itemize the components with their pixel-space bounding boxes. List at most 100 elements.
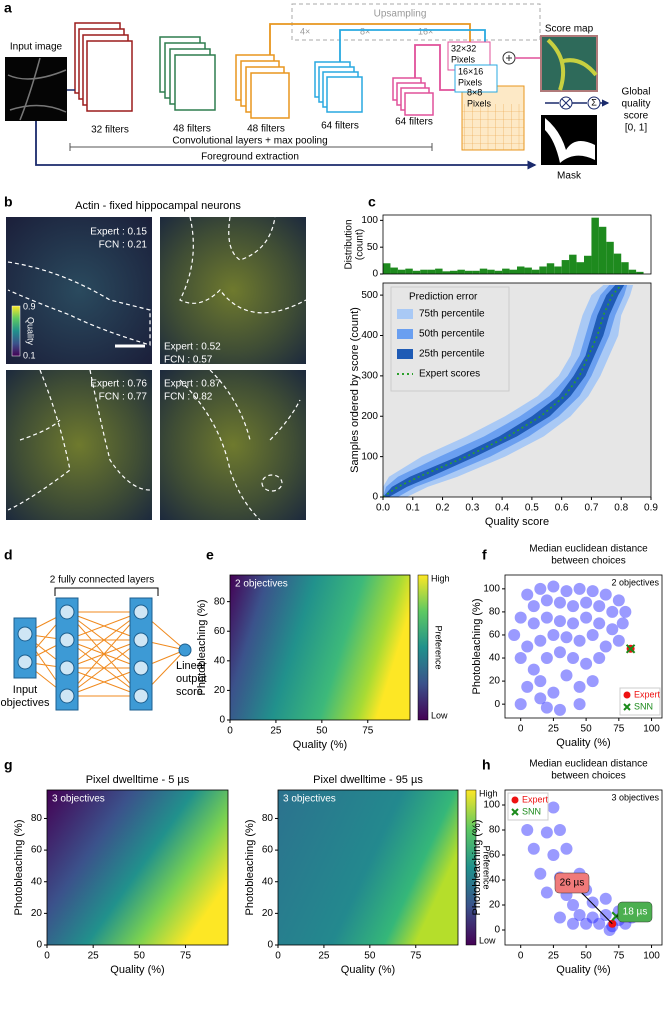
panel-label: f	[482, 547, 487, 563]
heatmap	[47, 790, 228, 945]
stack-32	[74, 22, 133, 112]
panel-a: Input image 32 filters 48 filters 48 fil…	[5, 3, 650, 182]
quality-colorbar	[11, 305, 21, 357]
legend-swatch	[511, 796, 519, 804]
scatter-point	[580, 611, 593, 624]
x-tick-label: 0.0	[376, 503, 390, 514]
x-tick-label: 0	[227, 726, 233, 737]
hist-bar	[613, 253, 622, 274]
scatter-point	[553, 703, 566, 716]
factor-label: 4×	[300, 26, 310, 36]
scatter-point	[606, 605, 619, 618]
y-axis-label: Samples ordered by score (count)	[349, 307, 361, 473]
scatter-point	[567, 617, 580, 630]
upsampling-box	[291, 3, 541, 41]
scatter-point	[560, 669, 573, 682]
annotation-bg	[612, 792, 660, 804]
scatter-point	[521, 824, 534, 836]
y-tick-label: 100	[361, 215, 378, 226]
x-tick-label: 0	[518, 724, 524, 735]
grid-label: Pixels	[451, 54, 476, 64]
expert-score: Expert : 0.76	[90, 379, 147, 390]
input-label: Input	[13, 684, 37, 696]
hidden-layer	[55, 597, 79, 711]
expert-line	[382, 284, 622, 498]
y-tick-label: 20	[489, 900, 501, 911]
hist-bar	[554, 266, 562, 274]
scatter-point	[553, 596, 566, 609]
hist-bar	[531, 269, 540, 274]
hist-bar	[606, 241, 614, 274]
scatter-point	[553, 824, 566, 836]
grid-label: 32×32	[451, 43, 476, 53]
snn-point	[625, 644, 636, 654]
x-tick-label: 0.6	[555, 503, 569, 514]
factor-label: 16×	[418, 26, 433, 36]
hist-bar	[479, 268, 488, 274]
y-axis-label: (count)	[355, 229, 366, 260]
conv-bracket	[69, 143, 433, 151]
score-map-texture	[546, 38, 598, 91]
legend-title: Prediction error	[409, 292, 478, 303]
colorbar-label: Preference	[482, 845, 492, 889]
x-tick-label: 25	[548, 724, 560, 735]
hist-bar	[405, 268, 413, 274]
y-tick-label: 80	[489, 607, 501, 618]
sum-sign	[506, 55, 512, 61]
scatter-point	[567, 917, 580, 930]
colorbar-low: Low	[431, 710, 448, 720]
x-tick-label: 0.3	[465, 503, 479, 514]
y-tick-label: 80	[214, 596, 226, 607]
scatter-annotation: 3 objectives	[611, 792, 659, 802]
scatter-point	[527, 600, 540, 613]
scatter-point	[567, 899, 580, 911]
scatter-point	[547, 628, 560, 641]
scatter-point	[540, 652, 553, 665]
colorbar-label: Quality	[26, 317, 36, 346]
filter-label: 64 filters	[395, 117, 433, 128]
hist-bar	[450, 270, 458, 274]
y-tick-label: 60	[262, 845, 274, 856]
micrograph	[160, 217, 306, 364]
legend-label: Expert	[634, 689, 661, 699]
fc-label: 2 fully connected layers	[50, 575, 155, 586]
y-tick-label: 100	[483, 583, 500, 594]
panel-label: d	[4, 547, 13, 563]
x-axis-label: Quality (%)	[556, 964, 610, 976]
y-axis-label: Photobleaching (%)	[471, 819, 483, 915]
hist-bar	[487, 269, 495, 274]
scatter-point	[586, 585, 599, 598]
x-tick-label: 0.4	[495, 503, 509, 514]
hist-bar	[524, 267, 532, 274]
x-tick-label: 0.1	[406, 503, 420, 514]
x-axis-label: Quality (%)	[341, 964, 395, 976]
x-tick-label: 25	[270, 726, 282, 737]
fcn-score: FCN : 0.77	[99, 392, 148, 403]
legend-label: Expert	[522, 794, 549, 804]
output-neuron	[178, 643, 192, 657]
factor-label: 8×	[360, 26, 370, 36]
scatter-point	[514, 698, 527, 711]
stack-64a	[314, 61, 363, 113]
y-axis-label: Photobleaching (%)	[244, 819, 256, 915]
heatmap-annotation: 3 objectives	[52, 794, 105, 805]
scatter-point	[573, 634, 586, 647]
sigma-sign: Σ	[591, 97, 597, 107]
scatter-point	[606, 623, 619, 636]
hist-bar	[636, 271, 644, 274]
legend-label: 25th percentile	[419, 349, 485, 360]
heatmap	[230, 575, 410, 720]
heatmap	[278, 790, 458, 945]
x-tick-label: 50	[364, 951, 376, 962]
scatter-point	[521, 680, 534, 693]
x-tick-label: 25	[548, 951, 560, 962]
y-tick-label: 60	[31, 845, 43, 856]
panel-d: 2 fully connected layers Input objective…	[1, 575, 207, 711]
fc-bracket	[54, 587, 159, 596]
x-tick-label: 75	[613, 951, 625, 962]
y-axis-label: Distribution	[344, 219, 355, 269]
colorbar-label: Preference	[434, 625, 444, 669]
scatter-point	[612, 634, 625, 647]
scatter-point	[573, 909, 586, 921]
